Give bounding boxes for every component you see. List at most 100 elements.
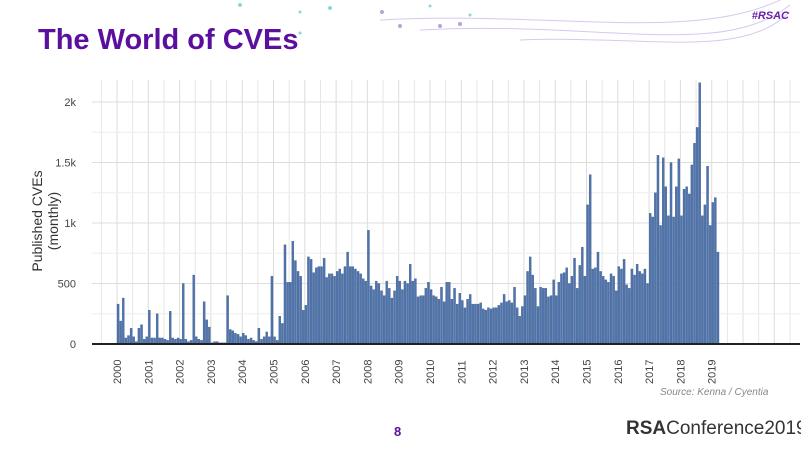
bar	[169, 311, 172, 345]
bar	[620, 268, 623, 345]
bar	[182, 283, 185, 345]
bar	[192, 274, 195, 345]
bar	[343, 266, 347, 345]
bar	[677, 158, 681, 345]
bar	[416, 296, 420, 345]
bar	[341, 273, 344, 345]
bar	[268, 336, 271, 345]
x-tick-label: 2000	[112, 360, 124, 384]
bar	[502, 294, 506, 345]
bar	[119, 320, 122, 345]
bar	[429, 289, 433, 345]
bar	[427, 282, 430, 345]
bar	[424, 288, 428, 345]
bar	[521, 306, 524, 345]
x-tick-label: 2016	[613, 360, 625, 384]
x-tick-label: 2009	[394, 360, 406, 384]
bar	[583, 276, 587, 345]
bar	[419, 295, 422, 345]
x-tick-label: 2002	[175, 360, 187, 384]
bar	[492, 307, 495, 345]
bar	[302, 309, 305, 345]
bar	[333, 276, 336, 345]
bar	[239, 336, 242, 345]
x-tick-label: 2003	[206, 360, 218, 384]
bar	[312, 272, 315, 345]
bar	[408, 263, 412, 345]
bar	[382, 295, 386, 345]
bar	[262, 336, 266, 345]
bar	[348, 266, 352, 345]
bar	[680, 215, 683, 345]
bar	[612, 276, 615, 345]
bar	[547, 296, 550, 345]
bar	[664, 186, 668, 345]
bar	[448, 282, 451, 345]
y-axis-label-line1: Published CVEs	[29, 170, 45, 272]
bar	[500, 302, 503, 345]
bar	[578, 265, 581, 345]
bar	[701, 215, 704, 345]
bar	[633, 274, 636, 345]
bar	[288, 282, 292, 345]
bar	[461, 300, 464, 345]
x-tick-label: 2019	[707, 360, 719, 384]
bar	[479, 302, 482, 345]
bar	[487, 307, 490, 345]
bar	[555, 295, 558, 345]
bar	[651, 216, 654, 345]
y-tick-label: 1k	[64, 218, 76, 230]
bar	[320, 266, 323, 345]
bar	[542, 288, 545, 345]
y-tick-label: 2k	[64, 97, 76, 109]
bar	[575, 288, 579, 345]
bar	[638, 271, 641, 345]
bar	[659, 225, 662, 345]
x-tick-label: 2011	[456, 360, 468, 384]
bar	[570, 276, 574, 345]
bar	[390, 297, 394, 345]
bar	[628, 288, 631, 345]
bar	[604, 279, 608, 345]
bar	[294, 260, 297, 345]
bar	[351, 266, 355, 345]
bar	[562, 272, 566, 345]
bar	[375, 280, 378, 345]
x-tick-label: 2014	[550, 360, 562, 384]
bar	[557, 282, 561, 345]
bar	[625, 284, 628, 345]
bar	[708, 225, 712, 345]
bar	[195, 336, 198, 345]
hashtag: #RSAC	[751, 10, 789, 22]
bar	[372, 289, 375, 345]
bar	[354, 268, 357, 345]
bar	[703, 204, 707, 345]
bar	[367, 230, 370, 345]
bar	[526, 271, 529, 345]
bar	[528, 256, 532, 345]
bar	[307, 256, 310, 345]
x-tick-label: 2015	[582, 360, 594, 384]
bar	[132, 336, 135, 345]
bar	[531, 274, 534, 345]
bar	[281, 323, 284, 345]
bar	[495, 307, 498, 345]
x-tick-label: 2013	[519, 360, 531, 384]
bar	[328, 273, 331, 345]
bar	[714, 197, 717, 345]
bar	[325, 277, 328, 345]
bar	[716, 251, 720, 345]
page-number: 8	[394, 424, 402, 439]
bar	[594, 267, 597, 345]
bar	[155, 313, 159, 345]
brand-logo: RSAConference2019	[626, 418, 801, 440]
bar	[242, 332, 245, 345]
bar	[122, 297, 125, 345]
bar	[369, 285, 373, 345]
chart-source: Source: Kenna / Cyentia	[660, 387, 769, 398]
bar	[695, 127, 699, 345]
bar	[273, 336, 276, 345]
bar	[411, 280, 415, 345]
bar	[226, 295, 229, 345]
bar	[508, 300, 511, 345]
